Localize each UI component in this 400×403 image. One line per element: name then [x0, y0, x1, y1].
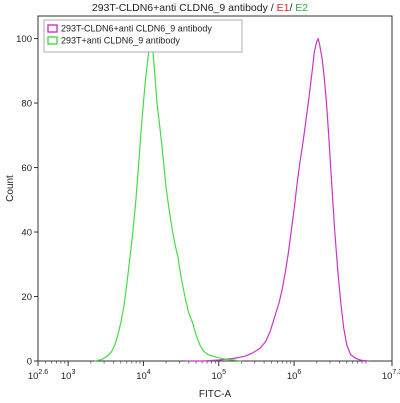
plot-frame: [37, 15, 393, 362]
plot-border: [37, 15, 393, 362]
x-tick-label: 105: [212, 369, 227, 382]
legend-swatch: [47, 36, 58, 45]
chart-title-main: 293T-CLDN6+anti CLDN6_9 antibody: [91, 2, 268, 14]
title-separator: /: [267, 2, 277, 14]
title-e2-gate: E2: [295, 2, 309, 14]
y-axis-ticks: 0 20 40 60 80 100: [16, 34, 38, 368]
legend-box: [43, 19, 243, 53]
series-line-1: [184, 37, 370, 362]
title-separator-2: /: [289, 2, 296, 14]
x-axis-ticks: 102.6 103 104 105 106 107.3: [28, 361, 400, 382]
x-tick-label: 103: [61, 369, 76, 382]
legend-label: 293T-CLDN6+anti CLDN6_9 antibody: [61, 24, 212, 34]
legend-label: 293T+anti CLDN6_9 antibody: [61, 36, 180, 46]
y-axis-label: Count: [5, 175, 16, 202]
y-tick-label: 100: [16, 34, 32, 45]
series-layer: [94, 37, 370, 362]
y-tick-label: 20: [21, 292, 32, 303]
x-tick-label: 107.3: [382, 369, 400, 382]
x-tick-label: 106: [287, 369, 302, 382]
y-tick-label: 0: [27, 357, 32, 368]
title-e1-gate: E1: [276, 2, 290, 14]
series-line-2: [94, 37, 242, 362]
y-tick-label: 80: [21, 99, 32, 110]
legend-swatch: [47, 24, 58, 33]
y-tick-label: 40: [21, 228, 32, 239]
y-tick-label: 60: [21, 163, 32, 174]
x-axis-label: FITC-A: [199, 389, 232, 400]
x-tick-label: 102.6: [28, 369, 48, 382]
chart-title: 293T-CLDN6+anti CLDN6_9 antibody / E1/ E…: [0, 2, 400, 14]
legend: 293T-CLDN6+anti CLDN6_9 antibody 293T+ant…: [43, 19, 243, 53]
x-tick-label: 104: [136, 369, 151, 382]
